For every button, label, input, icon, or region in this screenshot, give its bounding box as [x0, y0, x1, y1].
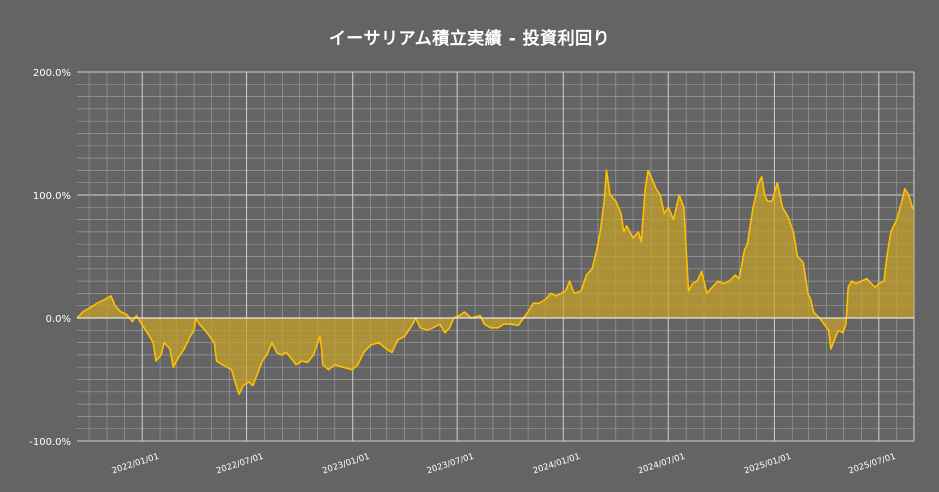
- x-tick-label: 2025/07/01: [847, 452, 897, 477]
- y-tick-label: 200.0%: [33, 68, 71, 79]
- chart-title: イーサリアム積立実績 - 投資利回り: [328, 29, 611, 49]
- x-tick-label: 2022/01/01: [111, 452, 161, 477]
- y-tick-label: -100.0%: [29, 437, 71, 448]
- x-tick-label: 2023/01/01: [321, 452, 371, 477]
- y-tick-label: 100.0%: [33, 191, 71, 202]
- x-tick-label: 2024/07/01: [637, 452, 687, 477]
- series-line: [76, 169, 915, 396]
- x-tick-label: 2024/01/01: [532, 452, 582, 477]
- series-area-fill: [77, 170, 914, 395]
- x-tick-label: 2022/07/01: [215, 452, 265, 477]
- x-tick-label: 2023/07/01: [426, 452, 476, 477]
- x-tick-label: 2025/01/01: [743, 452, 793, 477]
- y-tick-label: 0.0%: [46, 314, 71, 325]
